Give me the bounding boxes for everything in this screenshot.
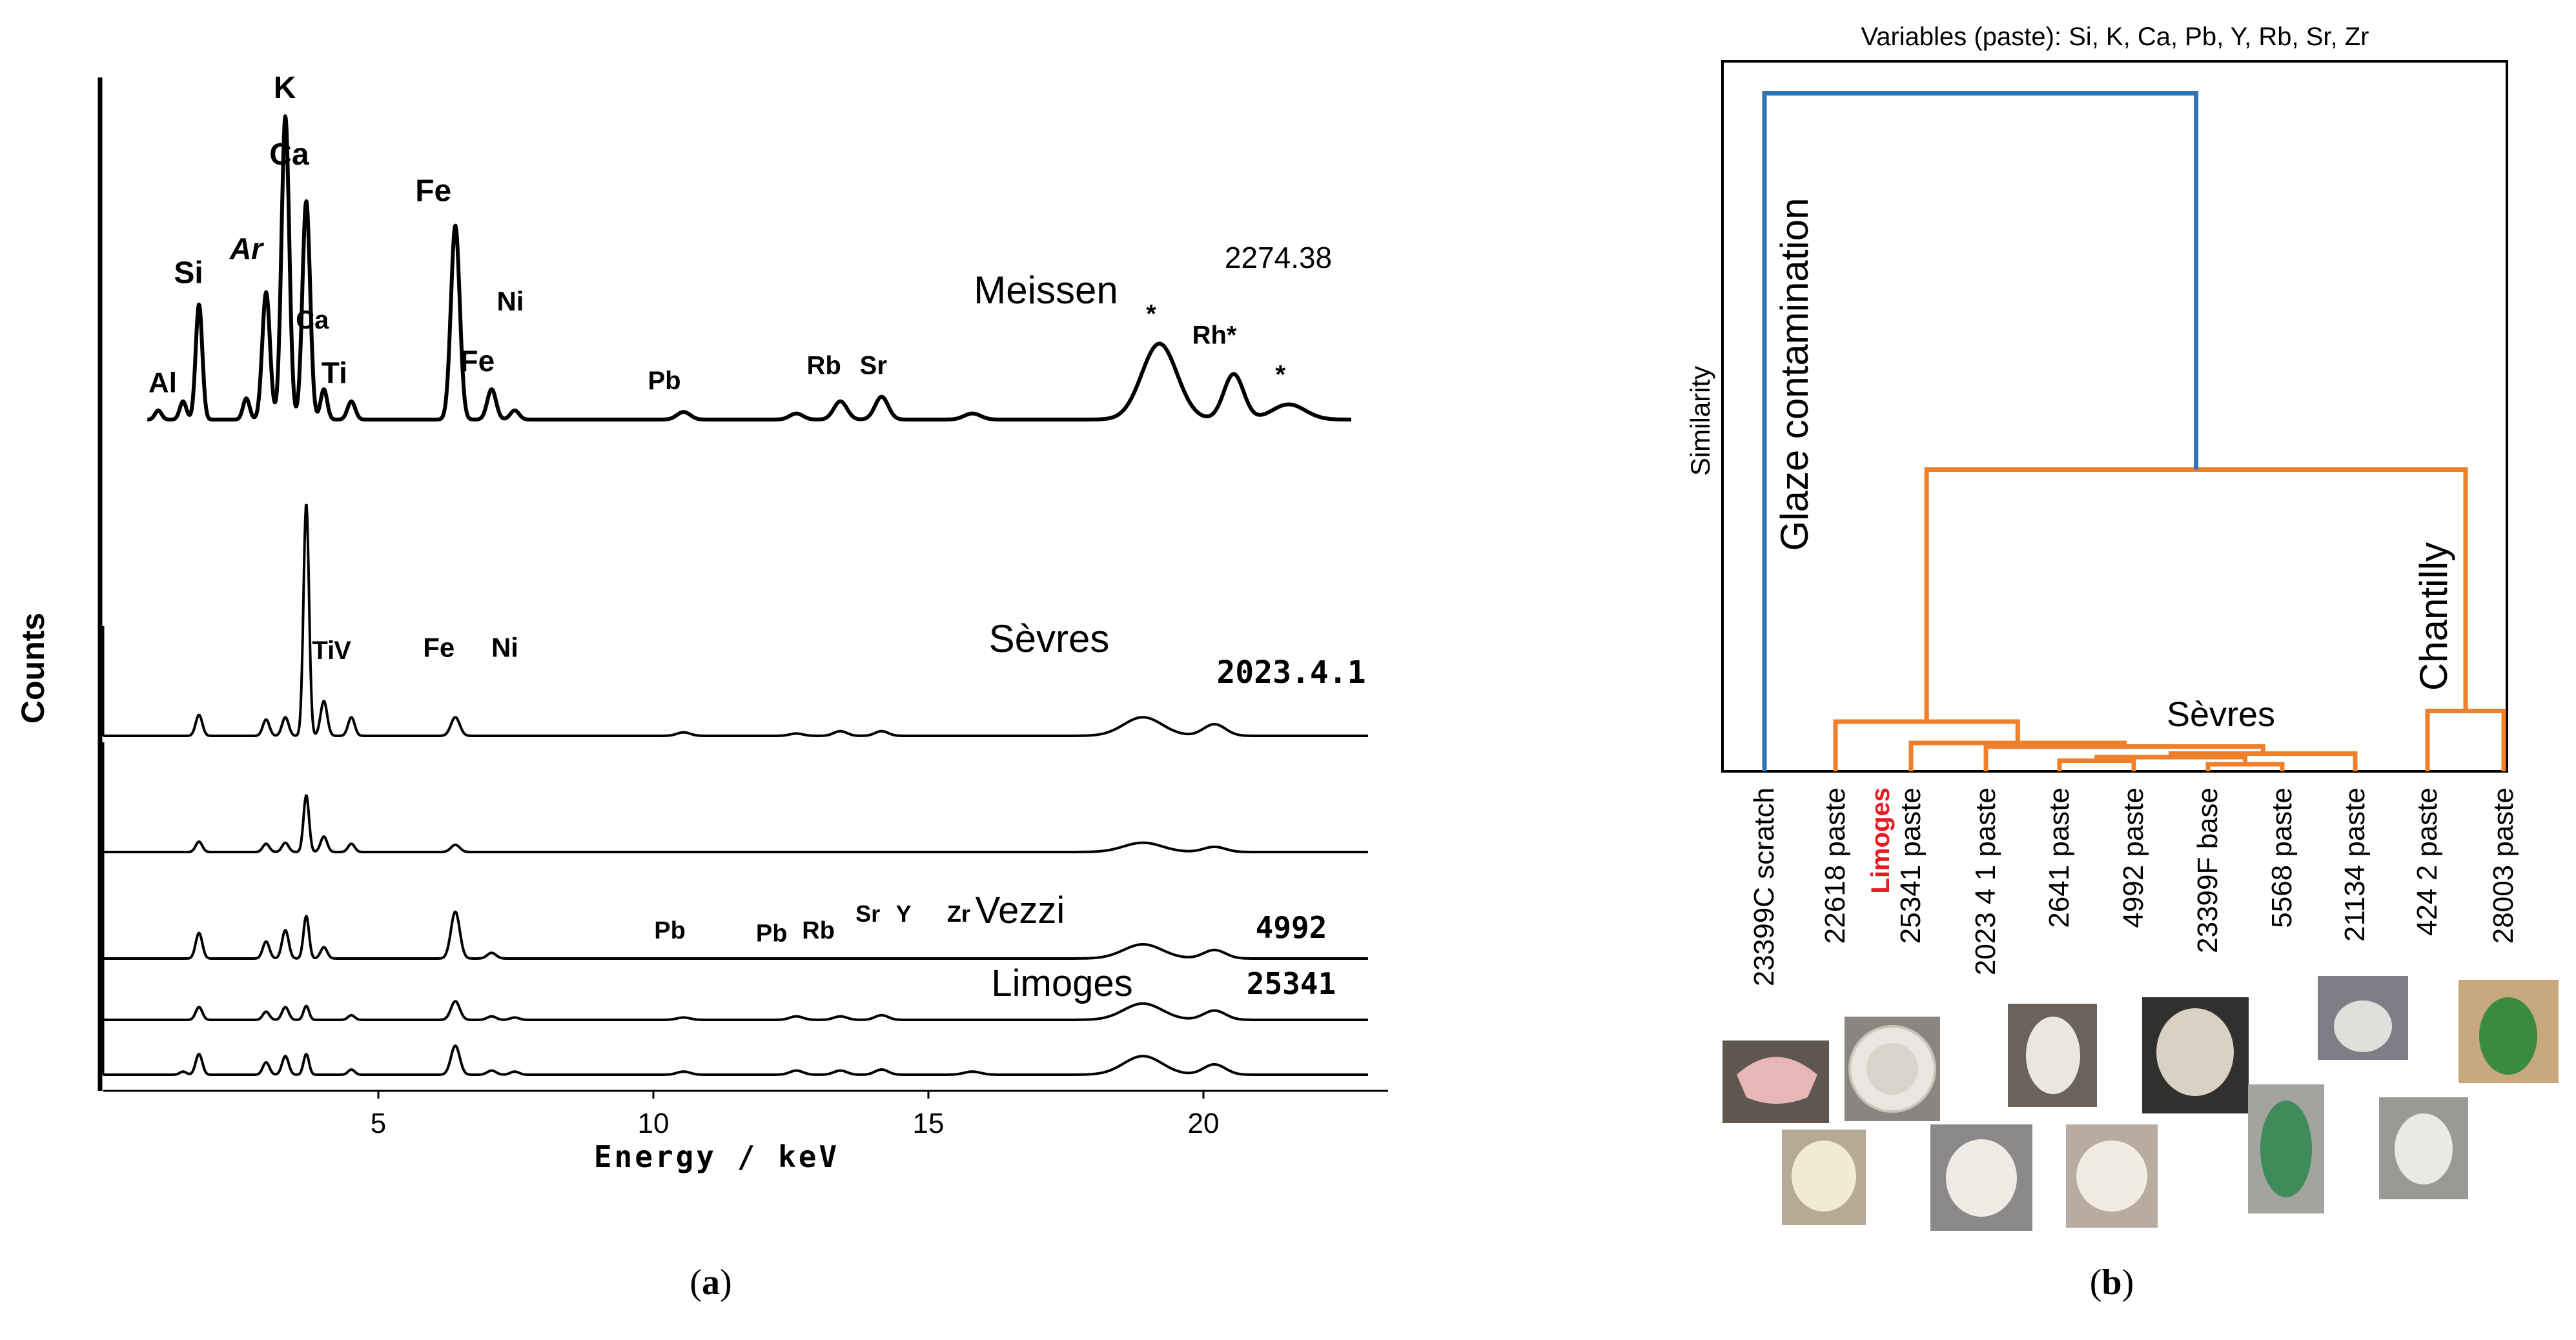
a-x-tick-label-10: 10 [638, 1108, 670, 1139]
photo-figurine-pair [2008, 1004, 2097, 1107]
b-leaf-labels: 23399C scratch 22618 paste 25341 pasteLimo… [1748, 787, 2519, 986]
panel-a-spectra: 5 10 15 20 Meissen2274.38AlSiArKCaCaTiFeNiF… [15, 71, 1388, 1303]
a-spectrum-name-meissen: Meissen [974, 269, 1118, 312]
a-peak-label-ar: Ar [229, 232, 264, 265]
photo-green-bird [2248, 1084, 2324, 1213]
a-x-tick-label-20: 20 [1188, 1108, 1220, 1139]
a-peak-label-pb: Pb [756, 920, 788, 948]
a-x-tick-label-5: 5 [371, 1108, 386, 1139]
a-peak-label-zr: Zr [947, 900, 970, 927]
photo-lion-head [2142, 997, 2249, 1113]
b-leaf-label-23399f-base: 23399F base [2192, 787, 2223, 953]
a-peak-label-k: K [274, 71, 296, 105]
a-peak-label-trace: * [1275, 361, 1285, 389]
b-link-9 [1762, 91, 2199, 771]
photo-figurine-group [2318, 976, 2408, 1060]
b-annotation-chantilly: Chantilly [2412, 542, 2455, 691]
a-spectrum-name-vezzi: Vezzi [976, 889, 1065, 931]
a-spectrum-5-trace [103, 1044, 1369, 1076]
a-x-axis-label: Energy / keV [594, 1139, 839, 1174]
photo-portrait-medallion [1845, 1017, 1940, 1121]
a-peak-label-ti: Ti [312, 636, 334, 665]
b-leaf-label-28003-paste: 28003 paste [2488, 787, 2519, 944]
b-leaf-label-4992-paste: 4992 paste [2118, 787, 2149, 928]
b-link-1 [2057, 758, 2136, 771]
b-link-8 [1924, 467, 2468, 722]
b-leaf-label-21134-paste: 21134 paste [2339, 787, 2371, 942]
a-spectrum-1-s-vres [103, 503, 1369, 737]
b-plot-frame [1721, 60, 2508, 773]
photo-white-figure [2379, 1097, 2468, 1199]
b-annotation-sevres: Sèvres [2167, 695, 2275, 734]
a-peak-label-fe: Fe [460, 344, 495, 378]
a-spectrum-3-vezzi [103, 910, 1369, 960]
a-peak-label-v: V [334, 636, 351, 665]
b-annotation-glaze: Glaze contamination [1773, 198, 1816, 551]
a-spectrum-id-meissen: 2274.38 [1225, 241, 1332, 274]
panel-b-dendrogram: Variables (paste): Si, K, Ca, Pb, Y, Rb,… [1685, 23, 2559, 1303]
b-leaf-label-22618-paste: 22618 paste [1819, 787, 1851, 944]
a-peak-label-pb: Pb [654, 917, 686, 944]
a-peak-label-fe: Fe [423, 633, 455, 663]
b-leaf-label-2023-4-1-paste: 2023 4 1 paste [1970, 787, 2001, 975]
a-spectrum-id-s-vres: 2023.4.1 [1216, 655, 1365, 691]
b-leaf-prefix-limoges: Limoges [1866, 787, 1895, 893]
a-x-ticks: 5 10 15 20 [371, 1091, 1220, 1139]
a-spectrum-4-limoges [103, 1000, 1369, 1021]
a-peak-label-fe: Fe [415, 174, 451, 208]
b-y-axis-label: Similarity [1685, 366, 1715, 476]
b-dendrogram-links [1762, 91, 2506, 771]
a-peak-label-trace: * [1146, 300, 1156, 329]
a-spectrum-name-limoges: Limoges [991, 962, 1132, 1004]
a-peak-label-ti: Ti [322, 356, 347, 390]
a-spectrum-2-trace [103, 794, 1369, 853]
a-y-axis-label: Counts [15, 613, 51, 724]
a-peak-label-si: Si [174, 256, 203, 290]
a-panel-label: (a) [690, 1263, 731, 1303]
a-peak-label-ca: Ca [296, 306, 329, 334]
a-peak-label-sr: Sr [855, 900, 880, 927]
a-spectra-lines [102, 114, 1369, 1076]
a-peak-label-rb: Rb [802, 917, 835, 944]
a-spectrum-id-limoges: 25341 [1247, 966, 1336, 1001]
b-leaf-label-23399c-scratch: 23399C scratch [1748, 787, 1780, 986]
a-x-tick-label-15: 15 [913, 1108, 945, 1139]
a-spectrum-0-meissen [146, 114, 1353, 421]
b-leaf-label-2641-paste: 2641 paste [2043, 787, 2075, 928]
photo-pot [1782, 1130, 1866, 1225]
a-peak-label-sr: Sr [860, 352, 887, 380]
b-title: Variables (paste): Si, K, Ca, Pb, Y, Rb,… [1861, 23, 2369, 51]
a-peak-label-rb: Rb [806, 352, 841, 380]
b-panel-label: (b) [2090, 1263, 2134, 1303]
photo-green-figure [2458, 980, 2559, 1083]
b-leaf-label-5568-paste: 5568 paste [2266, 787, 2298, 928]
photo-pink-bowl [1722, 1041, 1829, 1123]
photo-teapot [2066, 1124, 2158, 1228]
a-peak-label-ca: Ca [269, 137, 309, 172]
a-spectrum-name-s-vres: Sèvres [989, 617, 1110, 660]
b-photo-thumbnails [1722, 976, 2559, 1231]
a-peak-label-pb: Pb [648, 367, 680, 395]
a-peak-label-y: Y [896, 900, 912, 927]
photo-horse-figure [1930, 1124, 2032, 1231]
b-leaf-label-25341-paste: 25341 paste [1895, 787, 1927, 944]
b-link-7 [2425, 709, 2506, 771]
b-leaf-label-424-2-paste: 424 2 paste [2411, 787, 2443, 936]
a-peak-label-ni: Ni [496, 286, 524, 316]
a-spectrum-id-vezzi: 4992 [1256, 910, 1327, 945]
a-peak-label-ni: Ni [491, 633, 518, 663]
a-peak-label-al: Al [148, 367, 177, 399]
a-peak-label-rh: Rh* [1192, 321, 1237, 350]
